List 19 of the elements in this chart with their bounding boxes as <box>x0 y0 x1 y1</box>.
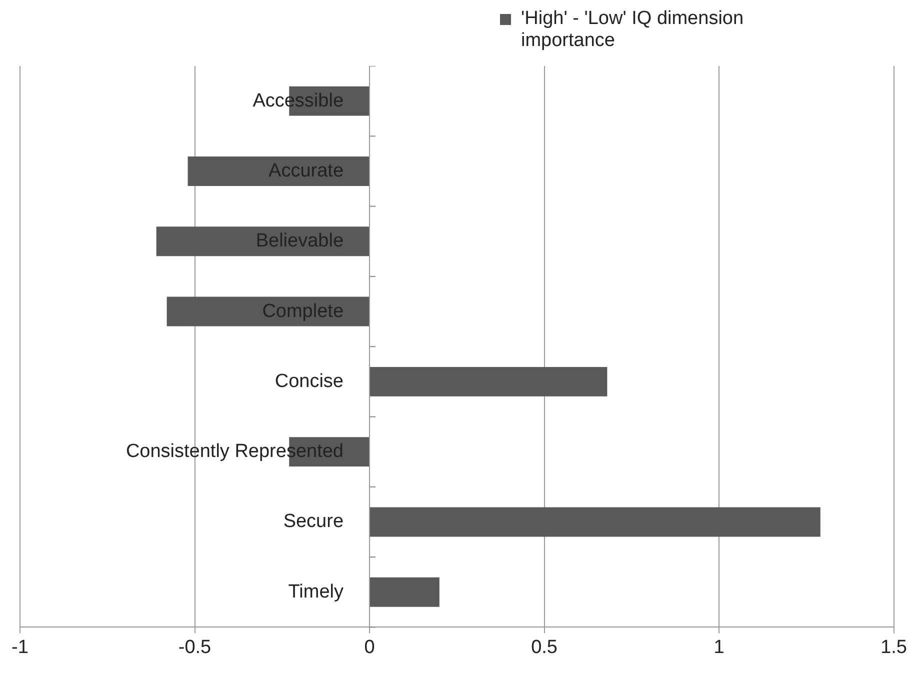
bar <box>156 226 370 256</box>
bar <box>370 366 608 396</box>
x-tick-label: 0.5 <box>531 636 558 658</box>
legend-label: 'High' - 'Low' IQ dimension importance <box>521 8 745 52</box>
bar <box>166 296 370 326</box>
y-tick-label: Secure <box>283 511 344 532</box>
bar <box>370 507 820 537</box>
bar <box>188 156 370 186</box>
y-tick-label: Timely <box>288 581 344 602</box>
x-tick-label: 0 <box>364 636 375 658</box>
y-tick-label: Complete <box>262 300 344 322</box>
y-tick-label: Concise <box>274 370 344 392</box>
y-tick-label: Accurate <box>268 160 344 182</box>
y-tick-label: Believable <box>256 230 344 252</box>
x-tick-label: -1 <box>12 636 28 658</box>
bar <box>370 577 440 607</box>
x-tick-label: 1.5 <box>880 636 908 658</box>
x-tick-label: 1 <box>714 636 724 658</box>
x-tick-label: -0.5 <box>178 636 212 658</box>
